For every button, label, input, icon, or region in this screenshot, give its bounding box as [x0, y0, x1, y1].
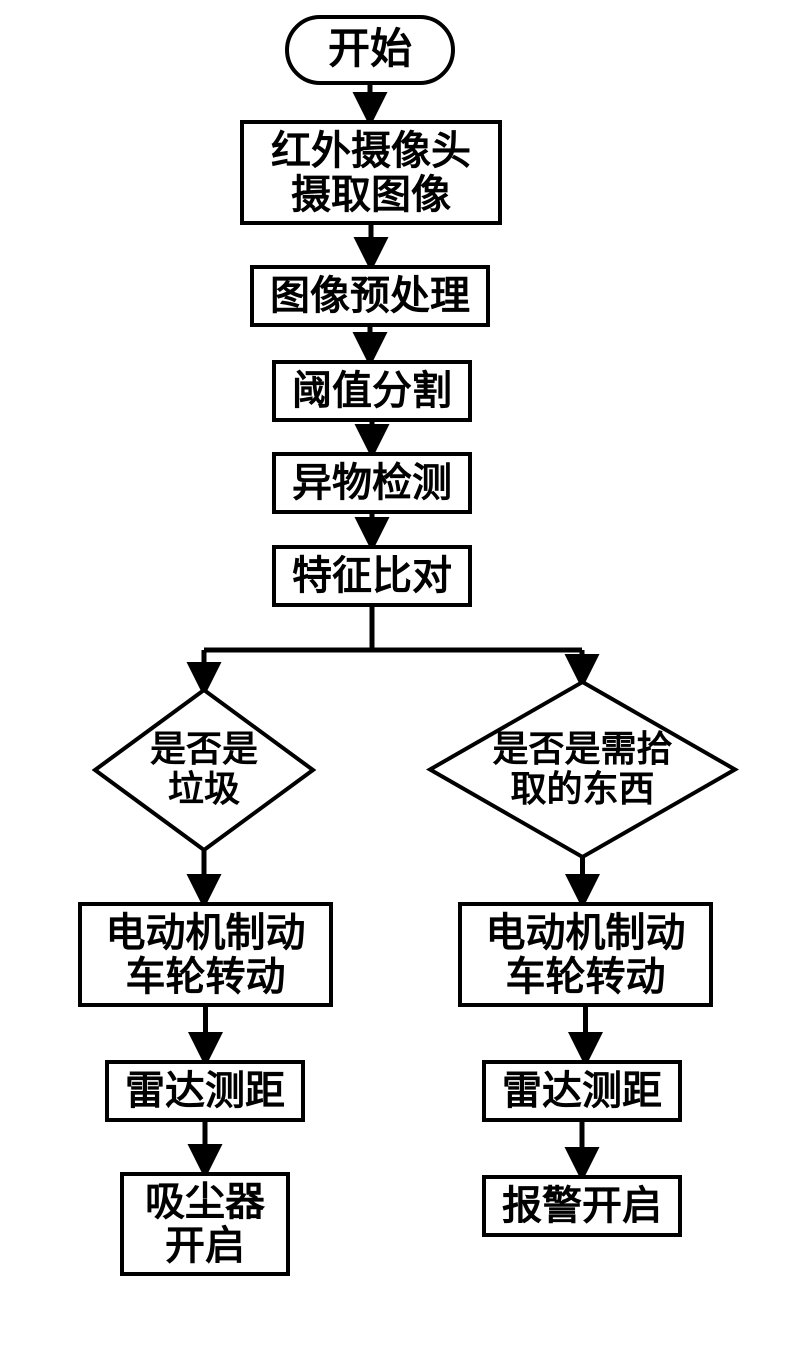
node-r2: 雷达测距 — [482, 1060, 682, 1122]
node-d_right: 是否是需拾取的东西 — [430, 682, 735, 857]
node-n1: 红外摄像头摄取图像 — [240, 120, 502, 225]
flowchart-canvas: 开始红外摄像头摄取图像图像预处理阈值分割异物检测特征比对是否是垃圾是否是需拾取的… — [0, 0, 800, 1353]
node-n2: 图像预处理 — [250, 265, 490, 327]
node-n4: 异物检测 — [272, 452, 472, 514]
node-start: 开始 — [285, 15, 455, 85]
node-r3: 报警开启 — [482, 1175, 682, 1237]
node-l3: 吸尘器开启 — [120, 1172, 290, 1276]
d_right-label: 是否是需拾取的东西 — [430, 682, 735, 857]
node-l1: 电动机制动车轮转动 — [78, 902, 333, 1007]
d_left-label: 是否是垃圾 — [95, 690, 313, 850]
node-r1: 电动机制动车轮转动 — [458, 902, 713, 1007]
node-n3: 阈值分割 — [272, 360, 472, 422]
node-n5: 特征比对 — [272, 545, 472, 607]
node-d_left: 是否是垃圾 — [95, 690, 313, 850]
node-l2: 雷达测距 — [105, 1060, 305, 1122]
